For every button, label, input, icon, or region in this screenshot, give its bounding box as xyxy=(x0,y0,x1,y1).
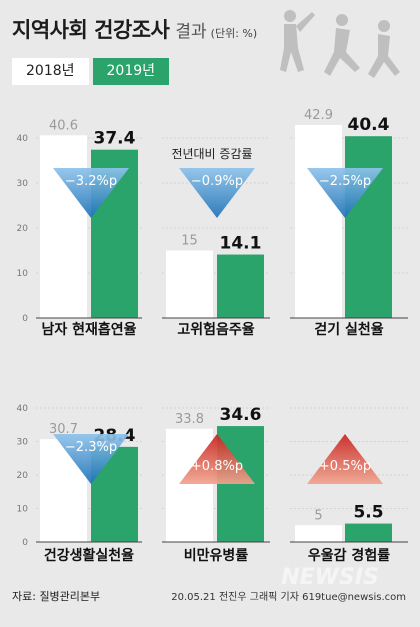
panel-5: 5 5.5 +0.5%p 우울감 경험률 xyxy=(290,407,408,564)
bar-2018 xyxy=(166,428,213,542)
y-tick-label: 20 xyxy=(17,224,29,234)
value-label-2019: 14.1 xyxy=(220,234,262,254)
value-label-2019: 5.5 xyxy=(353,503,383,523)
increase-arrow-icon xyxy=(179,434,255,484)
category-label: 우울감 경험률 xyxy=(308,547,390,564)
value-label-2018: 30.7 xyxy=(49,422,78,437)
bar-2018 xyxy=(40,135,87,318)
legend: 2018년 2019년 xyxy=(12,58,170,85)
bar-2019 xyxy=(345,136,392,318)
bar-2018 xyxy=(295,124,342,318)
value-label-2018: 40.6 xyxy=(49,118,78,133)
chart-title: 지역사회 건강조사 결과 (단위: %) xyxy=(12,14,257,44)
source-note: 자료: 질병관리본부 xyxy=(12,590,101,603)
value-label-2018: 33.8 xyxy=(175,412,204,427)
change-label: −3.2%p xyxy=(65,174,117,189)
y-tick-label: 0 xyxy=(22,314,28,324)
panel-2: 42.9 40.4 −2.5%p 걷기 실천율 xyxy=(290,108,408,338)
value-label-2019: 34.6 xyxy=(220,405,262,425)
legend-2018: 2018년 xyxy=(12,58,89,85)
change-label: −2.3%p xyxy=(65,440,117,455)
y-tick-label: 40 xyxy=(17,134,29,144)
change-label: −2.5%p xyxy=(319,174,371,189)
y-tick-label: 10 xyxy=(17,505,29,515)
bar-2018 xyxy=(166,250,213,318)
title-subtitle: 결과 xyxy=(175,22,207,42)
category-label: 비만유병률 xyxy=(184,547,249,564)
y-tick-label: 10 xyxy=(17,269,29,279)
decrease-arrow-icon xyxy=(179,168,255,218)
bar-2018 xyxy=(295,525,342,542)
increase-arrow-icon xyxy=(307,434,383,484)
category-label: 걷기 실천율 xyxy=(314,321,383,338)
category-label: 고위험음주율 xyxy=(177,321,254,338)
value-label-2018: 5 xyxy=(314,508,322,523)
y-tick-label: 30 xyxy=(17,438,29,448)
category-label: 건강생활실천율 xyxy=(44,547,134,564)
decrease-arrow-icon xyxy=(307,168,383,218)
y-tick-label: 20 xyxy=(17,471,29,481)
change-label: −0.9%p xyxy=(191,174,243,189)
credit-note: 20.05.21 전진우 그래픽 기자 619tue@newsis.com xyxy=(171,592,406,603)
value-label-2018: 15 xyxy=(181,234,198,249)
legend-2019: 2019년 xyxy=(92,58,170,85)
bar-2019 xyxy=(217,254,264,318)
runners-illustration-icon xyxy=(280,10,400,78)
value-label-2019: 37.4 xyxy=(94,129,136,149)
panel-0: 40.6 37.4 −3.2%p 남자 현재흡연율 xyxy=(36,118,142,338)
decrease-arrow-icon xyxy=(53,434,129,484)
watermark: NEWSIS xyxy=(281,565,379,590)
center-note: 전년대비 증감률 xyxy=(171,147,252,161)
unit-label: (단위: %) xyxy=(210,27,258,40)
title-main: 지역사회 건강조사 xyxy=(12,18,170,42)
y-tick-label: 0 xyxy=(22,538,28,548)
y-tick-label: 40 xyxy=(17,404,29,414)
value-label-2018: 42.9 xyxy=(304,108,333,123)
value-label-2019: 40.4 xyxy=(348,115,390,135)
panel-4: 33.8 34.6 +0.8%p 비만유병률 xyxy=(162,405,270,564)
y-tick-label: 30 xyxy=(17,179,29,189)
category-label: 남자 현재흡연율 xyxy=(41,321,136,338)
change-label: +0.5%p xyxy=(319,459,371,474)
change-label: +0.8%p xyxy=(191,459,243,474)
bar-2019 xyxy=(345,523,392,542)
panel-1: 15 14.1 −0.9%p 고위험음주율 xyxy=(162,137,270,338)
decrease-arrow-icon xyxy=(53,168,129,218)
